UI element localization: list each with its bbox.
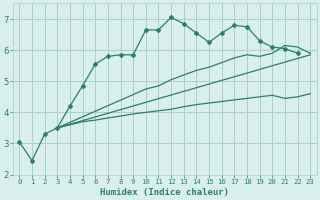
X-axis label: Humidex (Indice chaleur): Humidex (Indice chaleur) xyxy=(100,188,229,197)
